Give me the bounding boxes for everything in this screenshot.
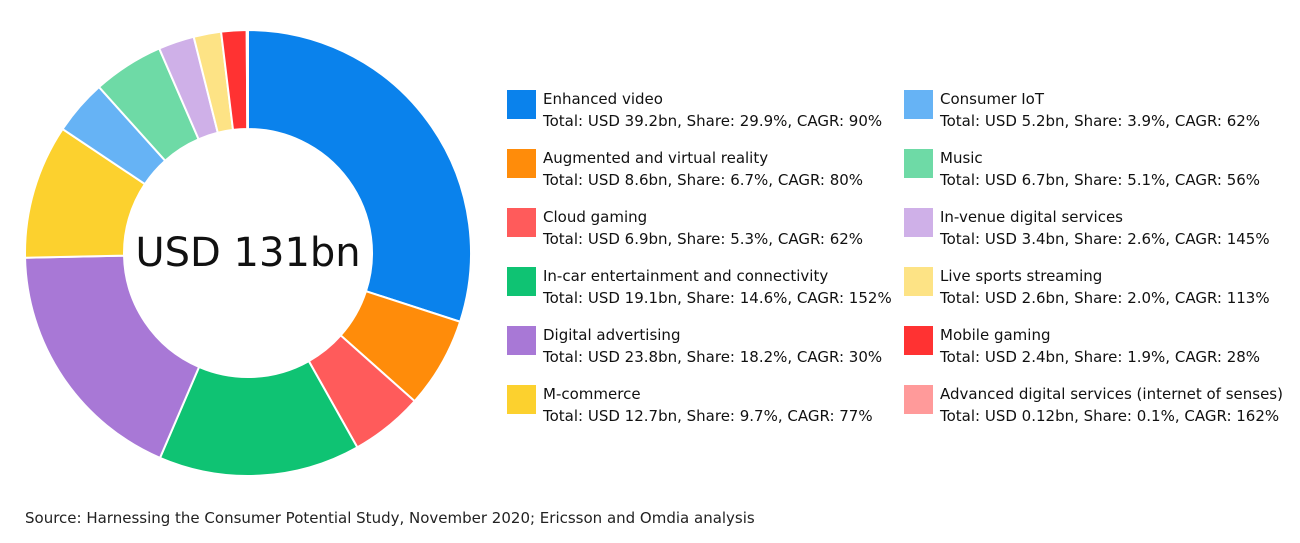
legend-swatch-enhanced-video — [507, 90, 536, 119]
donut-slice-digital-advertising — [24, 254, 201, 460]
legend-label-live-sports-streaming: Live sports streaming — [940, 267, 1103, 285]
legend-swatch-cloud-gaming — [507, 208, 536, 237]
legend-detail-m-commerce: Total: USD 12.7bn, Share: 9.7%, CAGR: 77… — [543, 407, 873, 425]
legend-label-mobile-gaming: Mobile gaming — [940, 326, 1051, 344]
legend-label-in-venue-digital-services: In-venue digital services — [940, 208, 1123, 226]
donut-slice-enhanced-video — [247, 28, 472, 324]
legend-detail-music: Total: USD 6.7bn, Share: 5.1%, CAGR: 56% — [940, 171, 1261, 189]
legend-label-m-commerce: M-commerce — [543, 385, 641, 403]
legend-detail-live-sports-streaming: Total: USD 2.6bn, Share: 2.0%, CAGR: 113… — [940, 289, 1270, 307]
donut-center-label: USD 131bn — [135, 230, 360, 276]
legend-label-augmented-virtual-reality: Augmented and virtual reality — [543, 149, 769, 167]
legend-label-consumer-iot: Consumer IoT — [940, 90, 1045, 108]
legend-swatch-digital-advertising — [507, 326, 536, 355]
legend-detail-consumer-iot: Total: USD 5.2bn, Share: 3.9%, CAGR: 62% — [940, 112, 1261, 130]
legend-label-enhanced-video: Enhanced video — [543, 90, 663, 108]
legend-label-in-car-entertainment: In-car entertainment and connectivity — [543, 267, 829, 285]
legend-swatch-mobile-gaming — [904, 326, 933, 355]
legend-detail-digital-advertising: Total: USD 23.8bn, Share: 18.2%, CAGR: 3… — [543, 348, 883, 366]
legend-detail-mobile-gaming: Total: USD 2.4bn, Share: 1.9%, CAGR: 28% — [940, 348, 1261, 366]
legend-label-digital-advertising: Digital advertising — [543, 326, 681, 344]
donut-slice-advanced-digital-services-internet-of-senses — [245, 28, 249, 131]
legend-swatch-advanced-digital-services — [904, 385, 933, 414]
legend-swatch-live-sports-streaming — [904, 267, 933, 296]
legend-swatch-in-venue-digital-services — [904, 208, 933, 237]
donut-slices — [24, 28, 472, 477]
legend-detail-in-venue-digital-services: Total: USD 3.4bn, Share: 2.6%, CAGR: 145… — [940, 230, 1270, 248]
legend-label-cloud-gaming: Cloud gaming — [543, 208, 648, 226]
legend-detail-in-car-entertainment: Total: USD 19.1bn, Share: 14.6%, CAGR: 1… — [543, 289, 892, 307]
donut-chart: USD 131bn — [24, 28, 472, 477]
legend-swatch-music — [904, 149, 933, 178]
legend-detail-cloud-gaming: Total: USD 6.9bn, Share: 5.3%, CAGR: 62% — [543, 230, 864, 248]
legend-detail-enhanced-video: Total: USD 39.2bn, Share: 29.9%, CAGR: 9… — [543, 112, 883, 130]
legend-detail-advanced-digital-services: Total: USD 0.12bn, Share: 0.1%, CAGR: 16… — [940, 407, 1280, 425]
legend-swatch-m-commerce — [507, 385, 536, 414]
legend-detail-augmented-virtual-reality: Total: USD 8.6bn, Share: 6.7%, CAGR: 80% — [543, 171, 864, 189]
legend-label-music: Music — [940, 149, 983, 167]
source-note: Source: Harnessing the Consumer Potentia… — [25, 509, 755, 527]
legend-swatch-consumer-iot — [904, 90, 933, 119]
legend-swatch-in-car-entertainment — [507, 267, 536, 296]
legend-label-advanced-digital-services: Advanced digital services (internet of s… — [940, 385, 1283, 403]
legend-swatch-augmented-virtual-reality — [507, 149, 536, 178]
